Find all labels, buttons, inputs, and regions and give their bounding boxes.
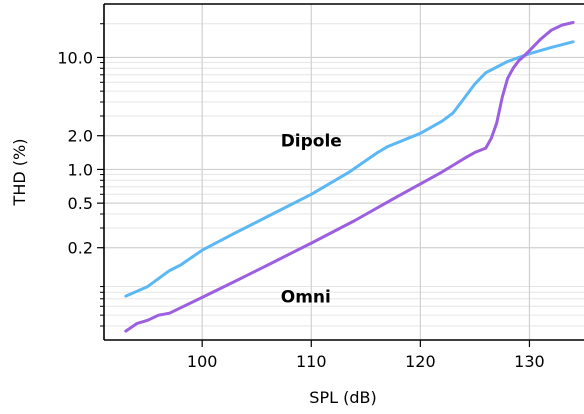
tick-marks bbox=[97, 23, 531, 347]
series-line-1 bbox=[124, 21, 575, 333]
annotation-label: Omni bbox=[281, 287, 331, 307]
x-tick-label: 100 bbox=[187, 352, 218, 371]
y-tick-label: 1.0 bbox=[68, 160, 93, 179]
annotation-label: Dipole bbox=[281, 132, 342, 152]
x-tick-label: 110 bbox=[296, 352, 327, 371]
axes bbox=[103, 3, 584, 341]
y-tick-label: 0.5 bbox=[68, 194, 93, 213]
series-line-0 bbox=[124, 40, 575, 298]
x-tick-label: 130 bbox=[514, 352, 545, 371]
x-tick-label: 120 bbox=[405, 352, 436, 371]
annotations: Dipole Omni bbox=[281, 132, 342, 308]
x-axis-title: SPL (dB) bbox=[309, 388, 376, 407]
y-tick-label: 0.2 bbox=[68, 239, 93, 258]
y-tick-label: 10.0 bbox=[57, 48, 93, 67]
tick-labels: 10.0 2.0 1.0 0.5 0.2 100 110 120 130 bbox=[57, 48, 544, 371]
y-axis-title: THD (%) bbox=[10, 139, 29, 207]
y-tick-label: 2.0 bbox=[68, 127, 93, 146]
series-lines bbox=[124, 21, 575, 333]
